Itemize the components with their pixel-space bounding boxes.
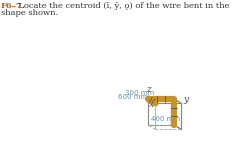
Text: F6–7.: F6–7. [1, 2, 26, 10]
Text: 600 mm: 600 mm [118, 94, 148, 100]
Text: shape shown.: shape shown. [1, 9, 58, 17]
Text: 400 mm: 400 mm [151, 116, 180, 122]
Text: 300 mm: 300 mm [125, 90, 154, 96]
Text: y: y [183, 95, 188, 104]
Text: z: z [146, 85, 150, 94]
Text: Locate the centroid (ī, ȳ, ǫ) of the wire bent in the: Locate the centroid (ī, ȳ, ǫ) of the wir… [13, 2, 229, 10]
Text: x: x [149, 99, 154, 109]
